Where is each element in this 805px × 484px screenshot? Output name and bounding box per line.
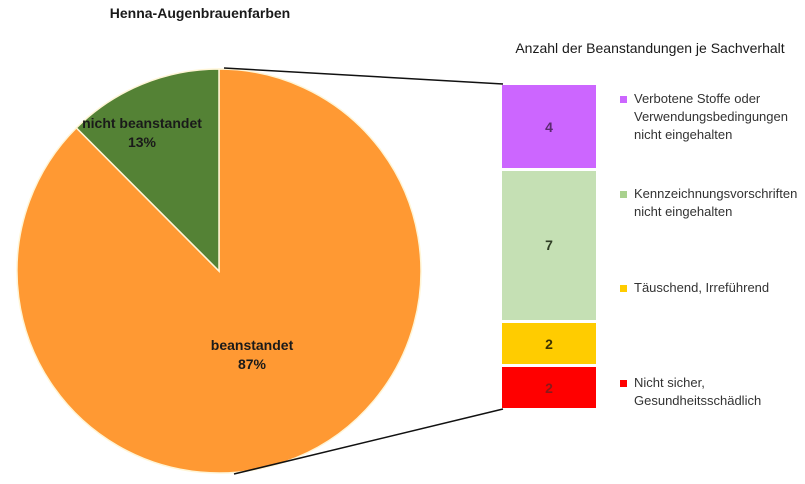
- pie-chart-title: Henna-Augenbrauenfarben: [109, 5, 291, 21]
- legend-item-nicht-sicher: Nicht sicher, Gesundheitsschädlich: [620, 374, 805, 410]
- bar-segment-nicht-sicher: [502, 367, 596, 408]
- pie-slice-nicht-beanstandet: [75, 68, 220, 273]
- bar-value-label: 2: [545, 380, 553, 396]
- legend-swatch-icon: [620, 380, 627, 387]
- legend-label: Nicht sicher, Gesundheitsschädlich: [634, 375, 762, 408]
- legend-item-verbotene-stoffe: Verbotene Stoffe oder Verwendungsbedingu…: [620, 90, 805, 144]
- legend-label: Verbotene Stoffe oder Verwendungsbedingu…: [634, 91, 788, 142]
- bar-segment-kennzeichnung: [502, 171, 596, 320]
- legend-label: Täuschend, Irreführend: [634, 280, 770, 295]
- legend-item-kennzeichnung: Kennzeichnungsvorschriften nicht eingeha…: [620, 185, 805, 221]
- legend-swatch-icon: [620, 191, 627, 198]
- connector-line-bottom: [233, 408, 504, 475]
- pie-label-nicht-beanstandet: nicht beanstandet 13%: [82, 114, 202, 152]
- legend-label: Kennzeichnungsvorschriften nicht eingeha…: [634, 186, 798, 219]
- bar-value-label: 4: [545, 119, 553, 135]
- bar-value-label: 2: [545, 336, 553, 352]
- legend-swatch-icon: [620, 96, 627, 103]
- pie-label-text: beanstandet: [210, 337, 294, 353]
- pie-label-percent: 87%: [237, 356, 267, 372]
- legend-item-taeuschend: Täuschend, Irreführend: [620, 279, 805, 297]
- bar-segment-verbotene-stoffe: [502, 85, 596, 168]
- pie-label-text: nicht beanstandet: [82, 115, 202, 131]
- bar-value-label: 7: [545, 237, 553, 253]
- connector-line-top: [223, 67, 504, 85]
- bar-segment-taeuschend: [502, 323, 596, 364]
- legend-swatch-icon: [620, 285, 627, 292]
- pie-label-percent: 13%: [127, 134, 157, 150]
- pie-label-beanstandet: beanstandet 87%: [196, 336, 308, 374]
- bar-chart-title: Anzahl der Beanstandungen je Sachverhalt: [515, 40, 785, 56]
